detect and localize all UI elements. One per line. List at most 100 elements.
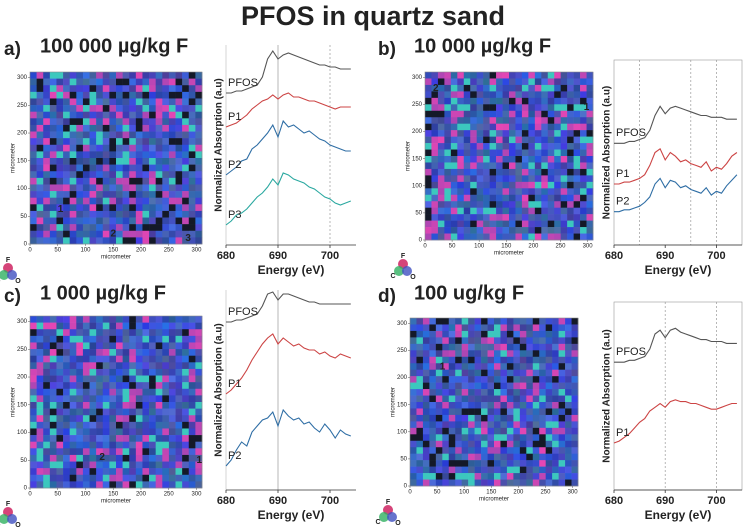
map-pixel — [182, 131, 190, 139]
map-pixel — [82, 217, 90, 225]
series-label: PFOS — [228, 306, 258, 318]
map-pixel — [515, 130, 523, 137]
map-pixel — [489, 175, 497, 183]
map-pixel — [422, 324, 430, 332]
map-pixel — [69, 177, 77, 185]
map-pixel — [155, 349, 163, 356]
map-pixel — [122, 349, 130, 356]
map-pixel — [448, 414, 456, 422]
map-pixel — [558, 356, 566, 364]
map-pixel — [567, 123, 574, 131]
map-pixel — [175, 210, 183, 218]
map-pixel — [573, 233, 581, 241]
map-pixel — [142, 118, 150, 126]
map-pixel — [483, 91, 490, 99]
map-pixel — [56, 85, 64, 93]
map-pixel — [565, 395, 572, 403]
map-pixel — [450, 72, 458, 79]
map-pixel — [63, 230, 70, 238]
map-pixel — [448, 337, 456, 345]
map-pixel — [474, 356, 482, 364]
map-pixel — [109, 388, 117, 396]
map-pixel — [155, 408, 163, 416]
map-pixel — [69, 428, 77, 436]
map-pixel — [69, 316, 77, 323]
map-pixel — [109, 204, 117, 212]
map-pixel — [513, 414, 521, 422]
map-pixel — [188, 144, 196, 152]
map-pixel — [437, 233, 445, 241]
map-pixel — [489, 117, 497, 124]
map-pixel — [89, 111, 97, 119]
map-pixel — [135, 408, 143, 416]
map-pixel — [188, 408, 196, 416]
map-pixel — [188, 342, 196, 350]
map-pixel — [63, 138, 70, 146]
map-pixel — [168, 191, 176, 198]
map-pixel — [122, 105, 130, 112]
map-pixel — [56, 105, 64, 112]
map-pixel — [547, 136, 555, 144]
map-pixel — [188, 217, 196, 225]
map-pixel — [483, 162, 490, 170]
map-pixel — [109, 335, 117, 343]
map-pixel — [175, 184, 183, 192]
map-pixel — [448, 324, 456, 332]
map-pixel — [76, 402, 84, 409]
map-pixel — [96, 428, 104, 436]
map-pixel — [155, 191, 163, 198]
map-pixel — [135, 474, 143, 482]
map-pixel — [63, 105, 70, 112]
map-pixel — [142, 91, 150, 99]
map-pixel — [545, 460, 553, 467]
map-pixel — [195, 118, 203, 126]
map-pixel — [487, 324, 495, 332]
map-pixel — [142, 224, 150, 232]
map-pixel — [487, 389, 495, 396]
map-pixel — [116, 204, 123, 212]
map-pixel — [195, 131, 203, 139]
map-pixel — [554, 156, 561, 163]
map-pixel — [500, 395, 508, 403]
map-pixel — [521, 117, 529, 124]
map-pixel — [580, 149, 587, 157]
map-pixel — [481, 376, 488, 383]
map-pixel — [129, 118, 137, 126]
map-x-tick-label: 250 — [540, 490, 551, 496]
map-pixel — [547, 207, 555, 215]
map-pixel — [102, 138, 110, 146]
map-pixel — [96, 78, 104, 86]
map-pixel — [102, 164, 110, 172]
map-pixel — [519, 350, 527, 358]
map-pixel — [168, 415, 176, 423]
map-pixel — [545, 343, 553, 351]
map-pixel — [188, 415, 196, 423]
map-pixel — [509, 168, 516, 176]
map-pixel — [155, 72, 163, 79]
map-pixel — [76, 204, 84, 212]
map-pixel — [487, 369, 495, 377]
map-pixel — [481, 447, 488, 454]
map-pixel — [43, 237, 51, 245]
map-pixel — [168, 177, 176, 185]
map-pixel — [455, 369, 462, 377]
map-pixel — [109, 415, 117, 423]
map-pixel — [442, 395, 450, 403]
map-pixel — [162, 204, 170, 212]
map-pixel — [142, 468, 150, 476]
map-pixel — [155, 85, 163, 93]
map-pixel — [182, 85, 190, 93]
map-pixel — [30, 368, 37, 376]
map-pixel — [573, 156, 581, 163]
map-pixel — [552, 434, 559, 442]
map-pixel — [521, 130, 529, 137]
map-pixel — [586, 207, 594, 215]
map-pixel — [30, 237, 37, 245]
map-pixel — [69, 335, 77, 343]
triad-green — [394, 266, 404, 276]
map-pixel — [188, 151, 196, 159]
map-pixel — [175, 382, 183, 390]
map-pixel — [586, 156, 594, 163]
map-pixel — [175, 158, 183, 165]
map-pixel — [560, 149, 568, 157]
